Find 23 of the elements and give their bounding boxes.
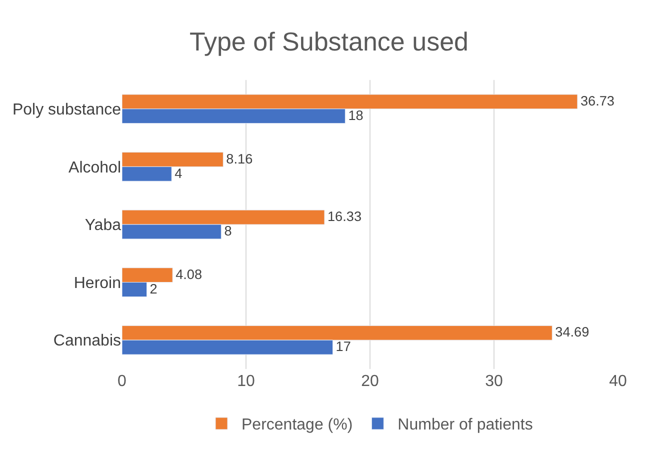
data-label: 4 bbox=[174, 166, 183, 181]
legend-label: Percentage (%) bbox=[242, 416, 353, 434]
x-tick-label: 0 bbox=[118, 373, 127, 390]
data-label: 36.73 bbox=[580, 94, 614, 108]
x-tick-label: 20 bbox=[361, 373, 379, 390]
data-label: 34.69 bbox=[555, 324, 590, 340]
data-label: 17 bbox=[336, 339, 351, 354]
x-tick-label: 10 bbox=[237, 373, 255, 390]
data-label: 8 bbox=[224, 224, 232, 239]
data-label: 2 bbox=[150, 281, 158, 296]
data-label: 8.16 bbox=[226, 151, 253, 166]
legend-label: Number of patients bbox=[398, 416, 533, 434]
x-tick-label: 40 bbox=[609, 373, 627, 390]
y-tick-label: Cannabis bbox=[53, 332, 121, 350]
chart-title: Type of Substance used bbox=[190, 26, 468, 56]
y-tick-label: Yaba bbox=[84, 217, 122, 234]
y-tick-label: Alcohol bbox=[68, 159, 121, 176]
data-label: 16.33 bbox=[327, 209, 362, 224]
y-tick-label: Poly substance bbox=[12, 102, 122, 118]
y-tick-label: Heroin bbox=[74, 274, 121, 292]
data-label: 4.08 bbox=[176, 266, 202, 282]
data-label: 18 bbox=[348, 108, 364, 123]
x-tick-label: 30 bbox=[485, 373, 503, 390]
